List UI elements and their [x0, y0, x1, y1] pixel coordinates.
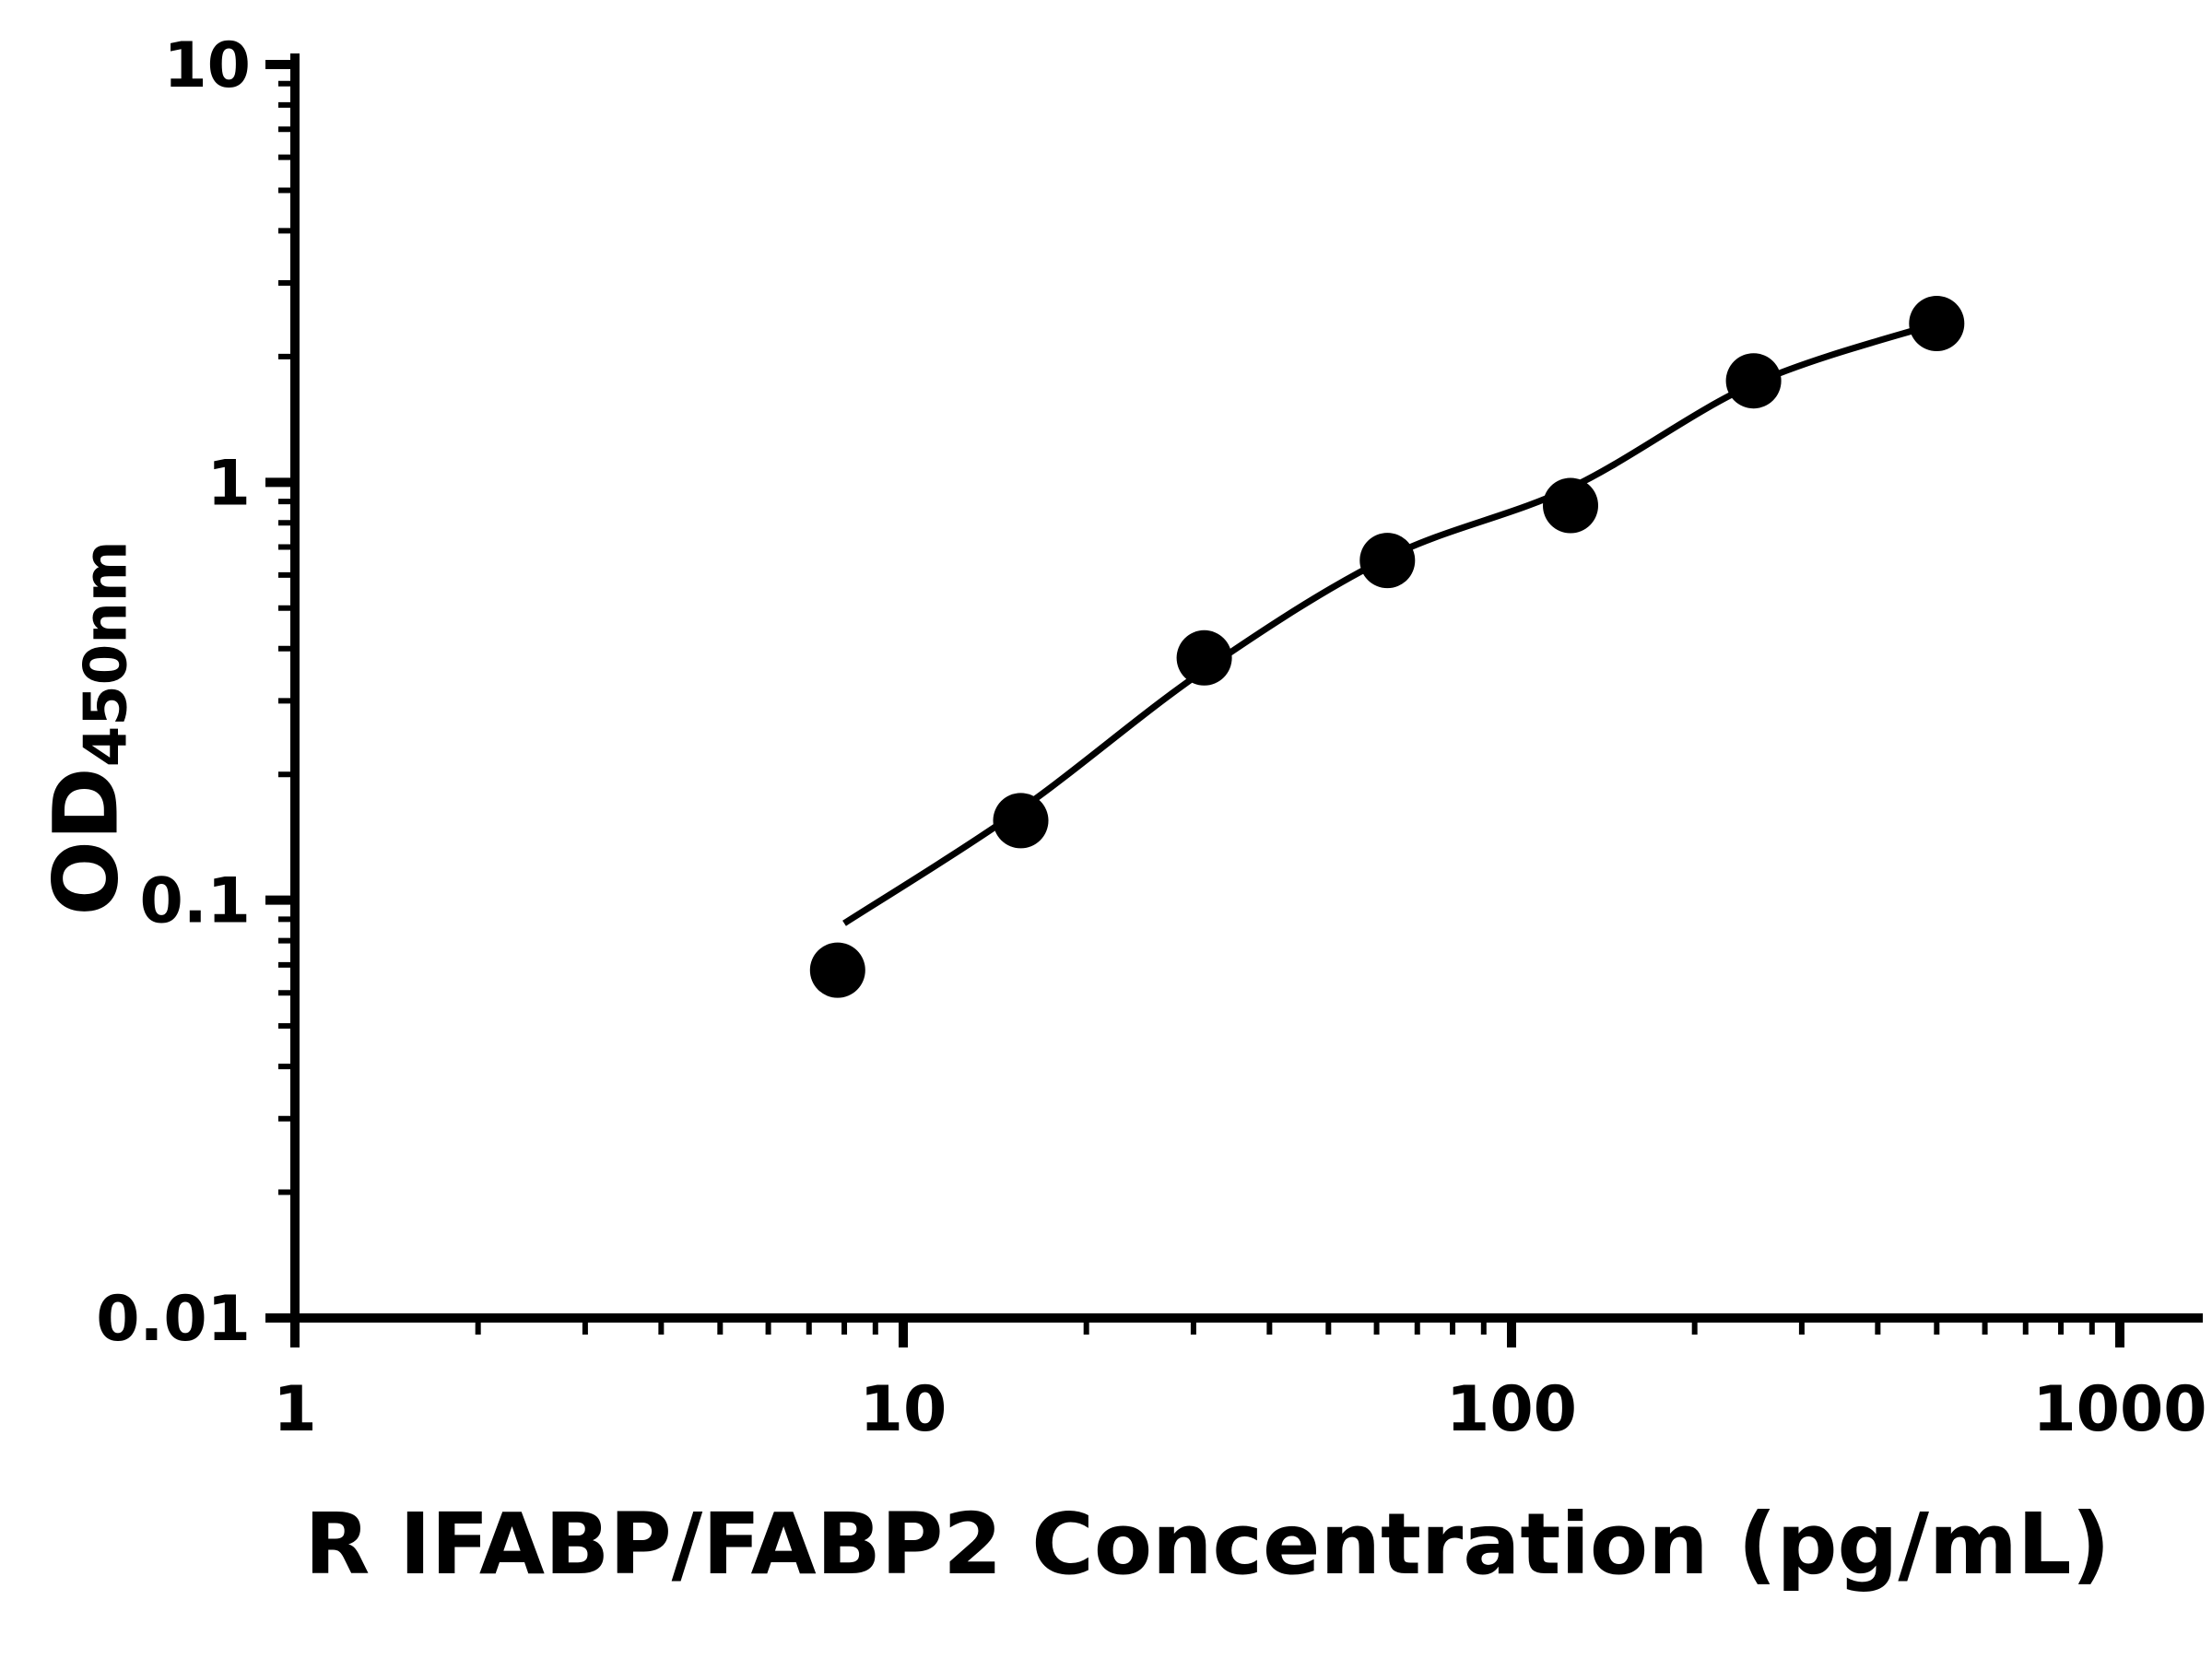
y-tick-label: 0.01 [96, 1283, 251, 1356]
data-point [1725, 353, 1782, 409]
data-point [1359, 533, 1416, 589]
data-point [1176, 629, 1232, 686]
y-tick-label: 0.1 [140, 865, 251, 938]
x-tick-label: 100 [1446, 1373, 1577, 1446]
y-axis-title: OD450nm [35, 540, 141, 915]
data-point [809, 942, 865, 998]
data-point [1543, 477, 1598, 534]
x-tick-label: 1 [273, 1373, 316, 1446]
y-axis-title-main: OD [34, 767, 138, 916]
x-tick-label: 10 [860, 1373, 947, 1446]
y-axis-title-subscript: 450nm [72, 540, 141, 768]
x-tick-label: 1000 [2032, 1373, 2206, 1446]
data-point [993, 793, 1049, 849]
x-axis-title: R IFABP/FABP2 Concentration (pg/mL) [304, 1495, 2111, 1594]
y-tick-label: 1 [207, 447, 251, 520]
data-point [1909, 296, 1965, 351]
y-tick-label: 10 [163, 29, 251, 102]
